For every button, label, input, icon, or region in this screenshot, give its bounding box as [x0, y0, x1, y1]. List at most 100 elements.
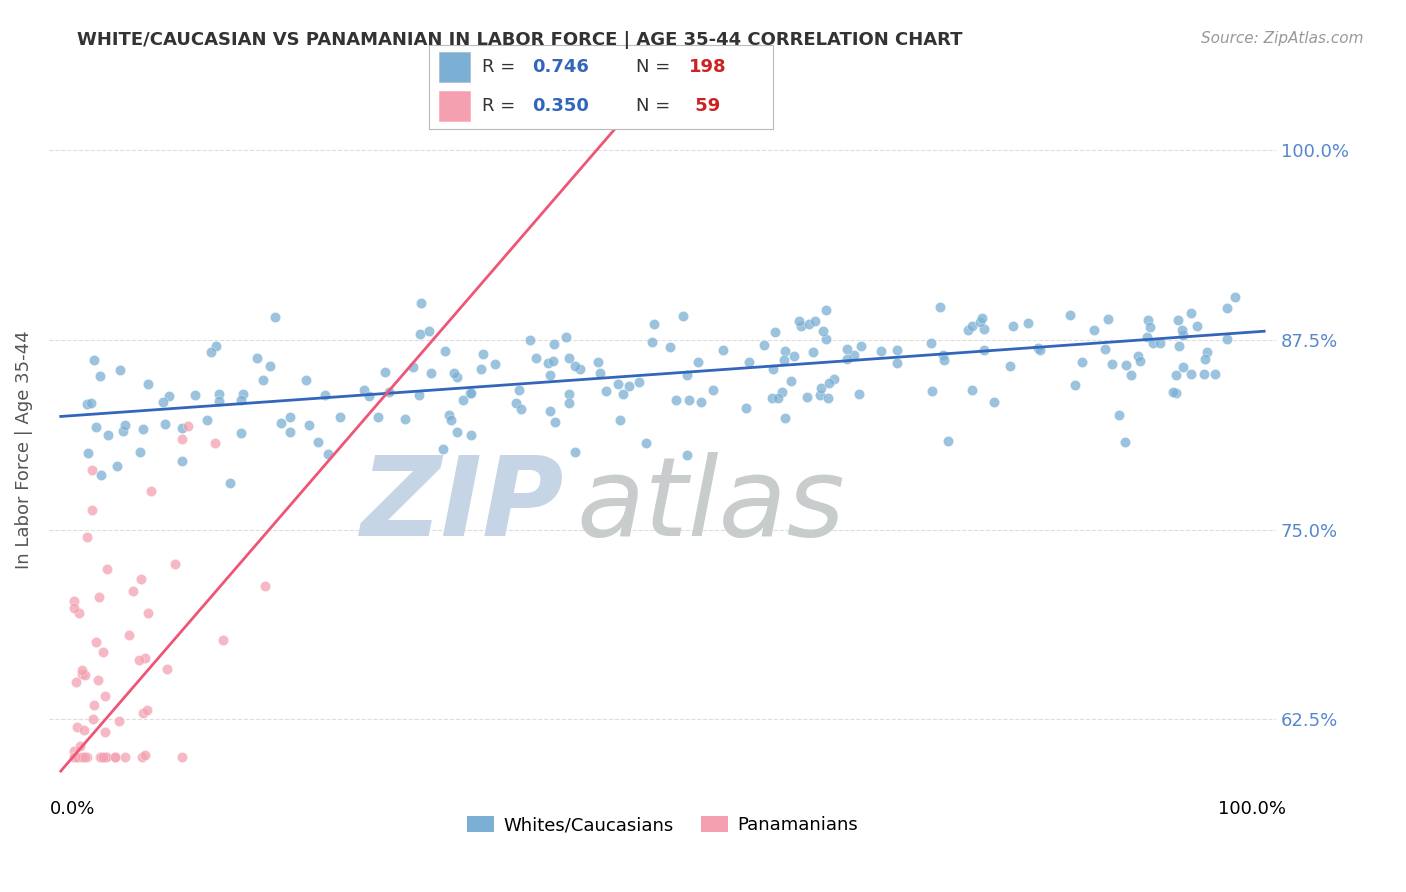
- Point: [1180, 306, 1202, 320]
- Text: 59: 59: [689, 96, 720, 114]
- Point: [157, 389, 180, 403]
- Point: [1114, 434, 1136, 449]
- Text: WHITE/CAUCASIAN VS PANAMANIAN IN LABOR FORCE | AGE 35-44 CORRELATION CHART: WHITE/CAUCASIAN VS PANAMANIAN IN LABOR F…: [77, 31, 963, 49]
- Point: [170, 750, 193, 764]
- Point: [779, 374, 801, 388]
- Point: [1129, 354, 1152, 368]
- Point: [595, 384, 617, 398]
- Point: [962, 383, 984, 397]
- Point: [434, 343, 457, 358]
- Point: [588, 366, 610, 380]
- Y-axis label: In Labor Force | Age 35-44: In Labor Force | Age 35-44: [15, 331, 32, 569]
- Point: [586, 355, 609, 369]
- Point: [484, 357, 506, 371]
- Text: Source: ZipAtlas.com: Source: ZipAtlas.com: [1201, 31, 1364, 46]
- Point: [569, 361, 592, 376]
- Point: [80, 396, 103, 410]
- Point: [823, 372, 845, 386]
- Point: [519, 333, 541, 347]
- Point: [89, 590, 111, 604]
- Point: [1223, 290, 1246, 304]
- Point: [111, 424, 134, 438]
- Point: [1194, 367, 1216, 381]
- Point: [641, 334, 664, 349]
- Point: [152, 395, 174, 409]
- Point: [278, 425, 301, 439]
- Point: [1097, 312, 1119, 326]
- Point: [128, 652, 150, 666]
- Point: [82, 712, 104, 726]
- Text: R =: R =: [482, 58, 522, 76]
- Point: [97, 427, 120, 442]
- Point: [94, 750, 117, 764]
- Point: [131, 706, 153, 720]
- Point: [263, 310, 285, 324]
- Point: [270, 416, 292, 430]
- Point: [232, 387, 254, 401]
- Point: [1108, 408, 1130, 422]
- Point: [86, 420, 108, 434]
- Point: [789, 318, 811, 333]
- Point: [443, 366, 465, 380]
- Point: [1180, 368, 1202, 382]
- Point: [172, 453, 194, 467]
- Point: [811, 324, 834, 338]
- Point: [886, 355, 908, 369]
- Point: [810, 381, 832, 395]
- Point: [66, 750, 89, 764]
- Point: [676, 448, 699, 462]
- Point: [1136, 312, 1159, 326]
- Point: [122, 584, 145, 599]
- Point: [1139, 319, 1161, 334]
- Point: [87, 673, 110, 688]
- Point: [969, 315, 991, 329]
- Point: [1094, 342, 1116, 356]
- Point: [1136, 330, 1159, 344]
- Point: [1171, 328, 1194, 343]
- Point: [1161, 384, 1184, 399]
- Point: [921, 384, 943, 398]
- Point: [129, 573, 152, 587]
- Point: [564, 359, 586, 374]
- Point: [1216, 301, 1239, 316]
- Point: [1017, 317, 1039, 331]
- Point: [141, 484, 163, 499]
- Point: [94, 690, 117, 704]
- Point: [783, 349, 806, 363]
- Point: [1115, 358, 1137, 372]
- Point: [63, 744, 86, 758]
- Point: [94, 725, 117, 739]
- Point: [104, 750, 127, 764]
- Point: [96, 562, 118, 576]
- Point: [628, 375, 651, 389]
- Point: [1204, 367, 1226, 381]
- Point: [90, 468, 112, 483]
- Point: [808, 388, 831, 402]
- Point: [316, 447, 339, 461]
- Point: [136, 703, 159, 717]
- Point: [439, 409, 461, 423]
- Point: [259, 359, 281, 374]
- Point: [62, 750, 84, 764]
- Point: [606, 377, 628, 392]
- Point: [408, 388, 430, 402]
- Point: [470, 362, 492, 376]
- Point: [1216, 332, 1239, 346]
- Point: [538, 404, 561, 418]
- Point: [66, 750, 89, 764]
- Point: [204, 339, 226, 353]
- Point: [814, 332, 837, 346]
- Point: [619, 379, 641, 393]
- Point: [1197, 345, 1219, 359]
- Point: [131, 750, 153, 764]
- Point: [446, 370, 468, 384]
- Point: [672, 309, 695, 323]
- Point: [690, 395, 713, 409]
- Point: [63, 750, 86, 764]
- Point: [1059, 308, 1081, 322]
- Point: [998, 359, 1021, 374]
- Point: [136, 376, 159, 391]
- Point: [83, 352, 105, 367]
- Point: [134, 651, 156, 665]
- Point: [817, 376, 839, 390]
